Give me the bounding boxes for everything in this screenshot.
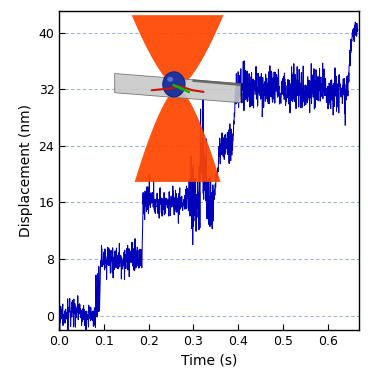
Ellipse shape (163, 72, 185, 97)
Polygon shape (132, 15, 223, 86)
Ellipse shape (167, 77, 173, 82)
X-axis label: Time (s): Time (s) (181, 353, 237, 367)
Polygon shape (115, 74, 240, 103)
Polygon shape (192, 79, 240, 86)
Polygon shape (135, 90, 221, 182)
Y-axis label: Displacement (nm): Displacement (nm) (19, 104, 33, 237)
